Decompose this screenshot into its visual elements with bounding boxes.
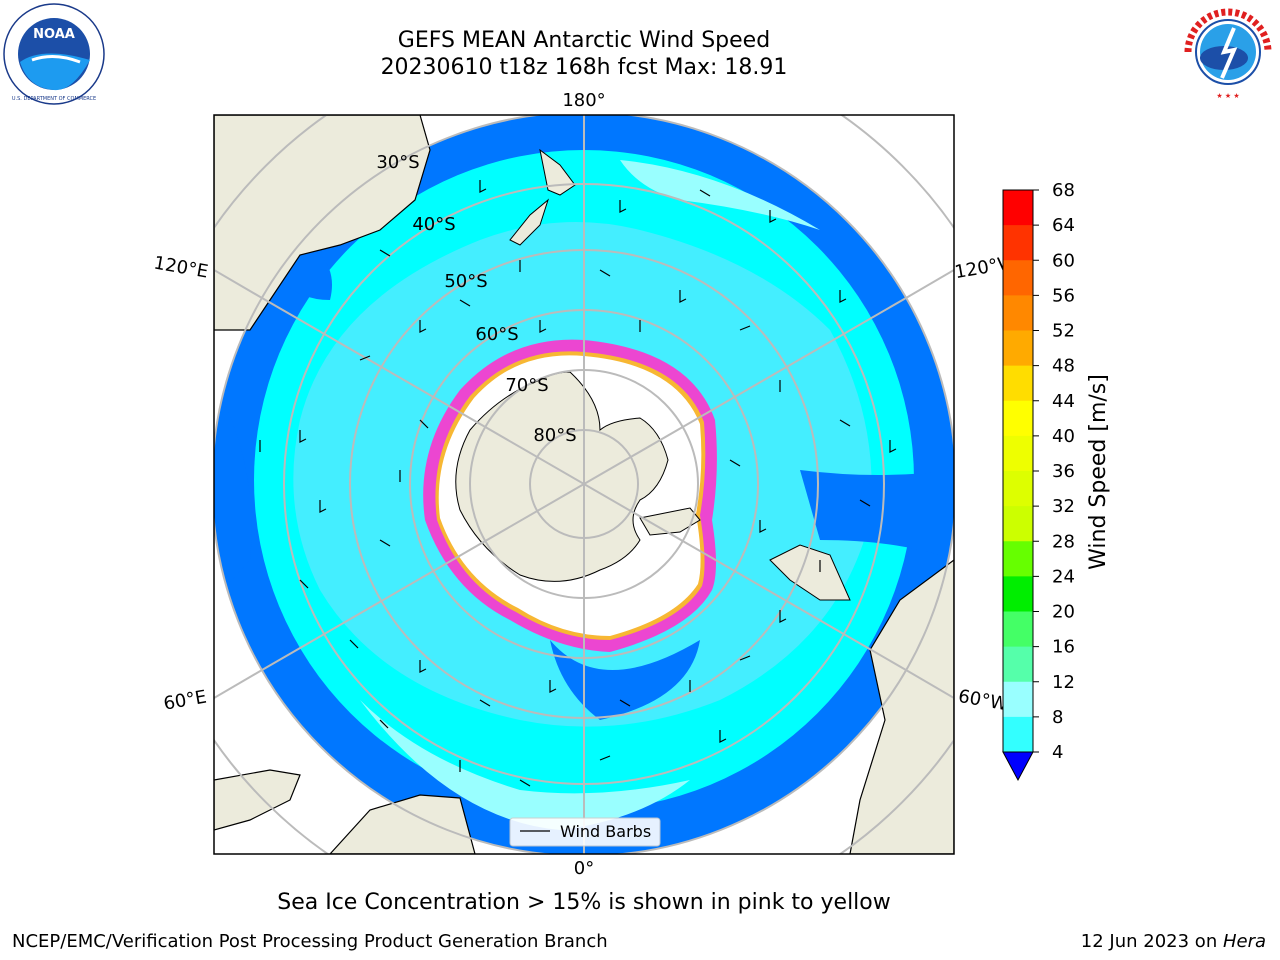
colorbar-tick-label: 48 [1052, 356, 1075, 377]
noaa-logo-text: NOAA [33, 27, 75, 42]
colorbar-segment [1003, 225, 1033, 261]
colorbar: 68 64 60 56 52 48 44 40 36 32 28 24 20 16 12 8 4 [1002, 180, 1075, 782]
colorbar-tick-label: 12 [1052, 672, 1075, 693]
colorbar-tick-label: 16 [1052, 637, 1075, 658]
colorbar-tick-label: 32 [1052, 496, 1075, 517]
lat-label-50: 50°S [444, 271, 487, 292]
colorbar-tick-label: 36 [1052, 461, 1075, 482]
colorbar-segment [1003, 365, 1033, 402]
colorbar-tick-label: 56 [1052, 285, 1075, 306]
noaa-logo: NOAA U.S. DEPARTMENT OF COMMERCE [2, 2, 106, 106]
map-subtitle: 20230610 t18z 168h fcst Max: 18.91 [380, 55, 788, 80]
colorbar-tick-label: 20 [1052, 602, 1075, 623]
lon-label-top: 180° [562, 90, 605, 111]
footer-date-text: 12 Jun 2023 on [1080, 931, 1223, 952]
colorbar-label: Wind Speed [m/s] [1086, 374, 1111, 570]
nws-logo: ★ ★ ★ [1176, 2, 1280, 102]
noaa-logo-bottom-text: U.S. DEPARTMENT OF COMMERCE [12, 96, 96, 102]
africa-land [214, 769, 301, 831]
lat-label-80: 80°S [533, 425, 576, 446]
lat-label-30: 30°S [376, 152, 419, 173]
colorbar-segment [1003, 435, 1033, 472]
graticule [214, 115, 954, 854]
colorbar-segment [1003, 716, 1033, 753]
sea-ice-caption: Sea Ice Concentration > 15% is shown in … [277, 890, 891, 915]
colorbar-segment [1003, 330, 1033, 367]
map-title: GEFS MEAN Antarctic Wind Speed [397, 28, 771, 53]
wind-barbs-legend: Wind Barbs [509, 817, 661, 847]
colorbar-extend-triangle [1002, 751, 1034, 782]
colorbar-tick-label: 4 [1052, 742, 1063, 763]
legend-label: Wind Barbs [560, 822, 651, 841]
lon-label-bottom: 0° [574, 858, 594, 879]
lat-label-70: 70°S [505, 375, 548, 396]
colorbar-segment [1003, 541, 1033, 577]
colorbar-tick-label: 40 [1052, 426, 1075, 447]
lon-label-lower-right: 60°W [957, 686, 1010, 715]
colorbar-tick-label: 64 [1052, 215, 1075, 236]
colorbar-segment [1003, 646, 1033, 683]
colorbar-tick-label: 28 [1052, 531, 1075, 552]
colorbar-segment [1003, 295, 1033, 331]
colorbar-segment [1003, 506, 1033, 542]
svg-text:★ ★ ★: ★ ★ ★ [1216, 92, 1239, 100]
new-zealand-south-land [509, 198, 549, 246]
lat-label-60: 60°S [475, 324, 518, 345]
colorbar-tick-label: 68 [1052, 180, 1075, 201]
colorbar-segment [1003, 681, 1033, 718]
colorbar-segment [1003, 611, 1033, 648]
colorbar-tick-label: 60 [1052, 250, 1075, 271]
footer-branch: NCEP/EMC/Verification Post Processing Pr… [12, 931, 608, 952]
colorbar-segment [1003, 260, 1033, 296]
colorbar-segment [1003, 400, 1033, 437]
colorbar-tick-label: 44 [1052, 391, 1075, 412]
colorbar-tick-label: 8 [1052, 707, 1063, 728]
lat-label-40: 40°S [412, 214, 455, 235]
footer-host: Hera [1222, 931, 1266, 952]
footer-date: 12 Jun 2023 on Hera [1081, 931, 1266, 952]
map-frame [213, 114, 955, 855]
colorbar-tick-label: 52 [1052, 321, 1075, 342]
colorbar-segment [1003, 576, 1033, 612]
colorbar-tick-label: 24 [1052, 566, 1075, 587]
colorbar-segment [1003, 471, 1033, 507]
colorbar-segment [1003, 190, 1033, 226]
lon-label-upper-left: 120°E [152, 252, 210, 282]
lon-label-lower-left: 60°E [162, 686, 208, 714]
wind-barbs [259, 180, 897, 787]
